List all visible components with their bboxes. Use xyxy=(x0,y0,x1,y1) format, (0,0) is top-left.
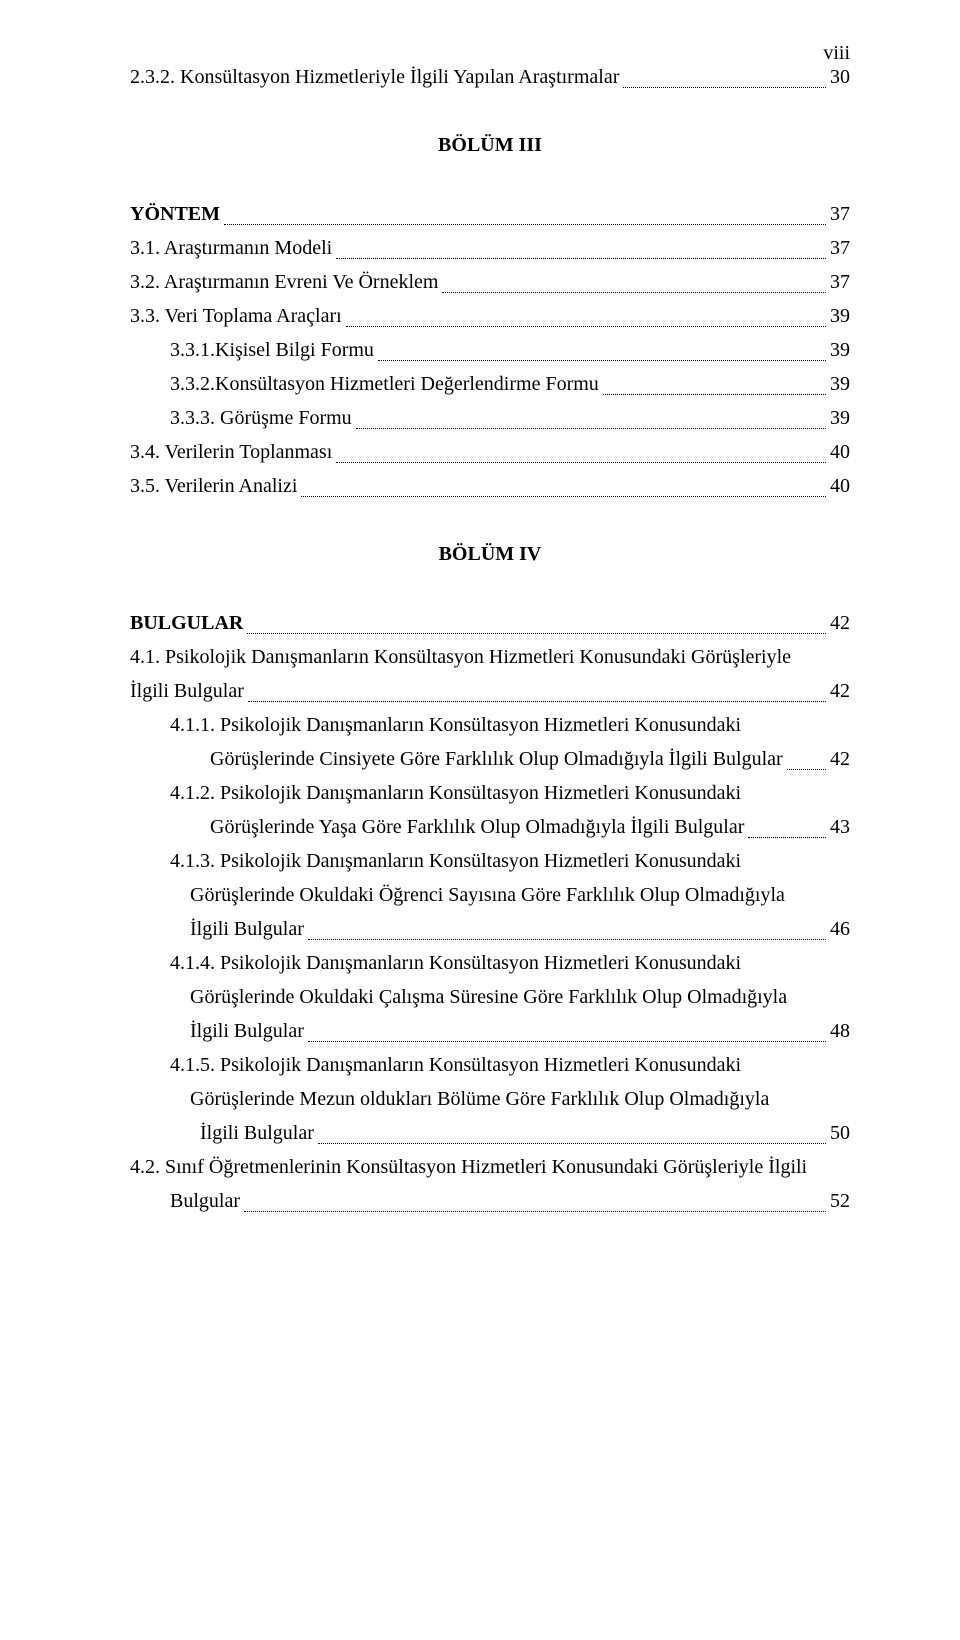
toc-page: 39 xyxy=(830,333,850,367)
toc-label: 3.4. Verilerin Toplanması xyxy=(130,435,332,469)
toc-entry-multiline: Görüşlerinde Okuldaki Öğrenci Sayısına G… xyxy=(130,878,850,912)
toc-entry: 3.4. Verilerin Toplanması 40 xyxy=(130,435,850,469)
leader-dots xyxy=(308,1014,826,1042)
leader-dots xyxy=(336,231,826,259)
toc-page: 39 xyxy=(830,367,850,401)
toc-entry-multiline: 4.1.2. Psikolojik Danışmanların Konsülta… xyxy=(130,776,850,810)
toc-label: 3.1. Araştırmanın Modeli xyxy=(130,231,332,265)
toc-entry: 3.2. Araştırmanın Evreni Ve Örneklem 37 xyxy=(130,265,850,299)
toc-entry-multiline: 4.1.5. Psikolojik Danışmanların Konsülta… xyxy=(130,1048,850,1082)
toc-page: 46 xyxy=(830,912,850,946)
toc-entry: 3.3.2.Konsültasyon Hizmetleri Değerlendi… xyxy=(130,367,850,401)
toc-label: BULGULAR xyxy=(130,606,243,640)
leader-dots xyxy=(247,606,826,634)
toc-entry: İlgili Bulgular 48 xyxy=(130,1014,850,1048)
section-heading: BÖLÜM III xyxy=(130,134,850,157)
toc-page: 40 xyxy=(830,435,850,469)
toc-label: İlgili Bulgular xyxy=(190,1014,304,1048)
toc-page: 30 xyxy=(830,60,850,94)
toc-page: 42 xyxy=(830,606,850,640)
toc-label: Görüşlerinde Cinsiyete Göre Farklılık Ol… xyxy=(210,742,783,776)
toc-entry: 3.1. Araştırmanın Modeli 37 xyxy=(130,231,850,265)
toc-entry: 3.5. Verilerin Analizi 40 xyxy=(130,469,850,503)
toc-entry: İlgili Bulgular 50 xyxy=(130,1116,850,1150)
leader-dots xyxy=(308,912,826,940)
toc-entry-multiline: 4.1.1. Psikolojik Danışmanların Konsülta… xyxy=(130,708,850,742)
toc-label: 3.3.2.Konsültasyon Hizmetleri Değerlendi… xyxy=(170,367,599,401)
toc-entry-multiline: 4.1.3. Psikolojik Danışmanların Konsülta… xyxy=(130,844,850,878)
leader-dots xyxy=(356,401,826,429)
toc-page: 50 xyxy=(830,1116,850,1150)
toc-label: 3.3.3. Görüşme Formu xyxy=(170,401,352,435)
toc-page: 52 xyxy=(830,1184,850,1218)
toc-entry: BULGULAR 42 xyxy=(130,606,850,640)
toc-label: Görüşlerinde Yaşa Göre Farklılık Olup Ol… xyxy=(210,810,744,844)
leader-dots xyxy=(378,333,826,361)
toc-entry: 3.3.3. Görüşme Formu 39 xyxy=(130,401,850,435)
toc-entry: 3.3. Veri Toplama Araçları 39 xyxy=(130,299,850,333)
toc-page: 37 xyxy=(830,197,850,231)
toc-entry-multiline: 4.2. Sınıf Öğretmenlerinin Konsültasyon … xyxy=(130,1150,850,1184)
toc-page: 42 xyxy=(830,674,850,708)
leader-dots xyxy=(224,197,826,225)
toc-page: 37 xyxy=(830,231,850,265)
toc-entry-multiline: Görüşlerinde Mezun oldukları Bölüme Göre… xyxy=(130,1082,850,1116)
toc-page: 43 xyxy=(830,810,850,844)
toc-page: 37 xyxy=(830,265,850,299)
toc-label: İlgili Bulgular xyxy=(190,912,304,946)
toc-page: 40 xyxy=(830,469,850,503)
toc-page: 39 xyxy=(830,401,850,435)
toc-label: Bulgular xyxy=(170,1184,240,1218)
toc-label: YÖNTEM xyxy=(130,197,220,231)
section-heading: BÖLÜM IV xyxy=(130,543,850,566)
toc-entry: İlgili Bulgular 42 xyxy=(130,674,850,708)
leader-dots xyxy=(301,469,826,497)
toc-entry: 3.3.1.Kişisel Bilgi Formu 39 xyxy=(130,333,850,367)
leader-dots xyxy=(748,810,826,838)
leader-dots xyxy=(244,1184,826,1212)
leader-dots xyxy=(603,367,826,395)
toc-page: 42 xyxy=(830,742,850,776)
toc-label: İlgili Bulgular xyxy=(130,674,244,708)
leader-dots xyxy=(248,674,826,702)
toc-label: 3.3. Veri Toplama Araçları xyxy=(130,299,342,333)
toc-entry: 2.3.2. Konsültasyon Hizmetleriyle İlgili… xyxy=(130,60,850,94)
leader-dots xyxy=(787,742,826,770)
toc-entry-multiline: 4.1.4. Psikolojik Danışmanların Konsülta… xyxy=(130,946,850,980)
toc-entry: Görüşlerinde Cinsiyete Göre Farklılık Ol… xyxy=(130,742,850,776)
toc-label: 3.5. Verilerin Analizi xyxy=(130,469,297,503)
toc-label: 3.2. Araştırmanın Evreni Ve Örneklem xyxy=(130,265,438,299)
toc-page: 48 xyxy=(830,1014,850,1048)
leader-dots xyxy=(346,299,826,327)
toc-label: İlgili Bulgular xyxy=(200,1116,314,1150)
toc-label: 2.3.2. Konsültasyon Hizmetleriyle İlgili… xyxy=(130,60,619,94)
toc-entry-multiline: 4.1. Psikolojik Danışmanların Konsültasy… xyxy=(130,640,850,674)
page-number: viii xyxy=(823,42,850,65)
leader-dots xyxy=(336,435,826,463)
leader-dots xyxy=(623,60,826,88)
toc-entry: Bulgular 52 xyxy=(130,1184,850,1218)
leader-dots xyxy=(318,1116,826,1144)
toc-label: 3.3.1.Kişisel Bilgi Formu xyxy=(170,333,374,367)
toc-entry: İlgili Bulgular 46 xyxy=(130,912,850,946)
toc-entry: YÖNTEM 37 xyxy=(130,197,850,231)
leader-dots xyxy=(442,265,826,293)
toc-entry-multiline: Görüşlerinde Okuldaki Çalışma Süresine G… xyxy=(130,980,850,1014)
toc-entry: Görüşlerinde Yaşa Göre Farklılık Olup Ol… xyxy=(130,810,850,844)
document-page: viii 2.3.2. Konsültasyon Hizmetleriyle İ… xyxy=(0,0,960,1640)
toc-page: 39 xyxy=(830,299,850,333)
